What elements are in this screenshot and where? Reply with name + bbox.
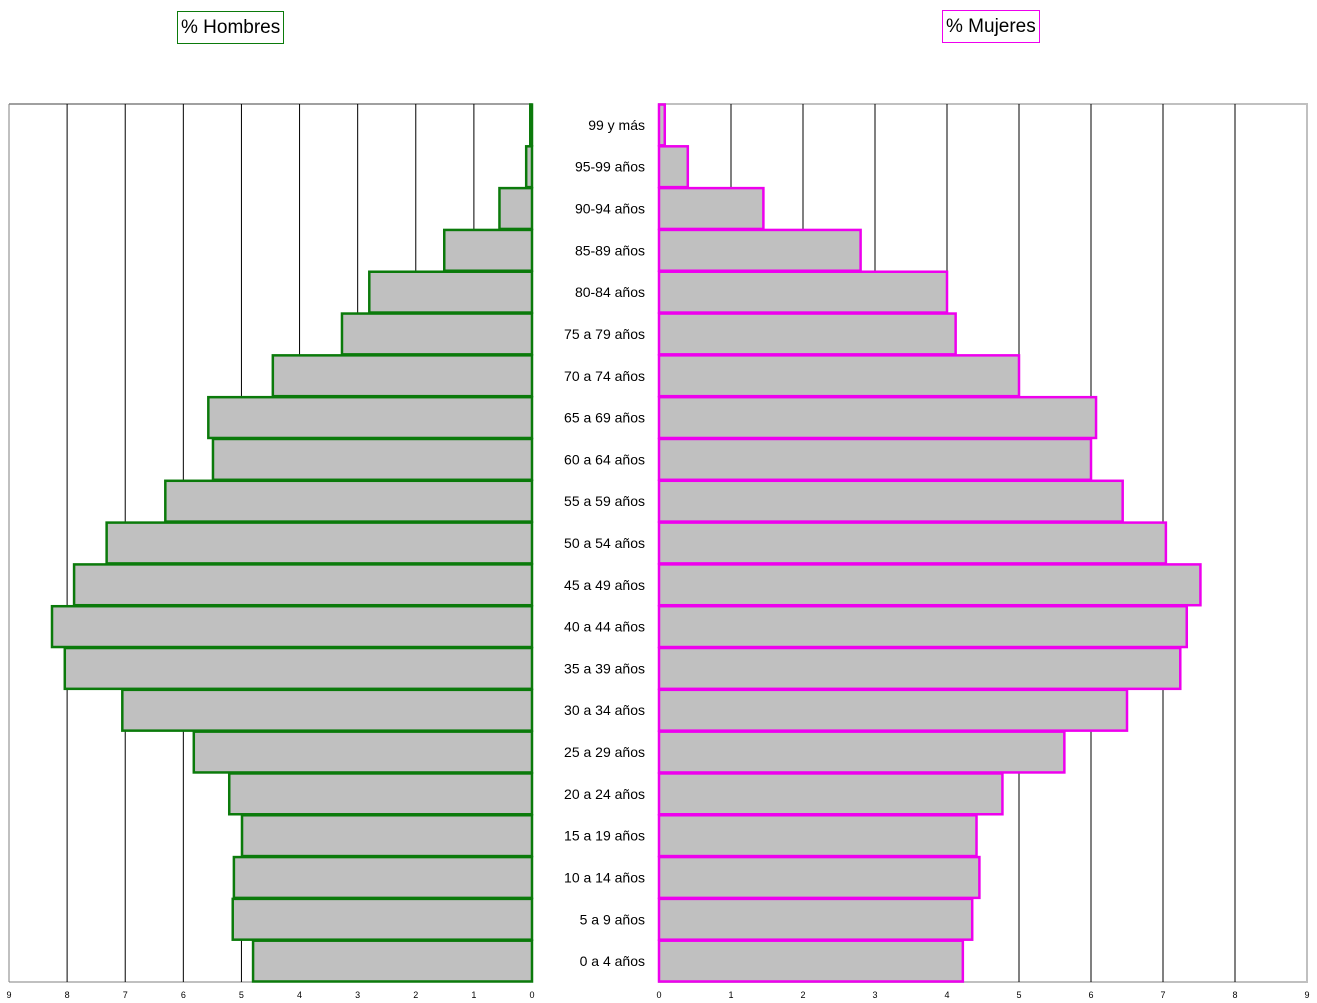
men-bar	[498, 186, 534, 231]
women-bar	[657, 939, 965, 983]
age-group-label: 30 a 34 años	[564, 702, 645, 718]
women-bar	[657, 604, 1189, 649]
women-bar	[657, 437, 1093, 482]
men-bar	[211, 437, 534, 482]
age-group-label: 40 a 44 años	[564, 619, 645, 635]
men-tick-label: 6	[181, 990, 186, 1000]
men-bar	[529, 103, 534, 147]
men-bar	[231, 897, 534, 941]
age-group-label: 0 a 4 años	[580, 953, 645, 969]
age-group-label: 60 a 64 años	[564, 451, 645, 467]
men-chart-title: % Hombres	[177, 11, 285, 44]
age-group-label: 35 a 39 años	[564, 660, 645, 676]
men-bar	[251, 939, 534, 983]
age-group-label: 95-99 años	[575, 159, 645, 175]
women-bar	[657, 270, 949, 314]
women-tick-label: 6	[1088, 990, 1093, 1000]
men-bar	[164, 479, 534, 523]
men-bar	[207, 395, 534, 440]
age-group-label: 99 y más	[588, 117, 645, 133]
age-group-label: 80-84 años	[575, 284, 645, 300]
age-group-label: 90-94 años	[575, 201, 645, 217]
age-group-label: 45 a 49 años	[564, 577, 645, 593]
women-bar	[657, 855, 981, 900]
women-bar	[657, 145, 690, 189]
women-bar	[657, 563, 1202, 607]
age-group-label: 65 a 69 años	[564, 410, 645, 426]
women-bar	[657, 354, 1021, 398]
women-bar	[657, 646, 1182, 691]
men-bar	[72, 563, 534, 607]
women-bar	[657, 186, 765, 231]
women-axis-ticks: 0 1 2 3 4 5 6 7 8 9	[656, 990, 1309, 1000]
men-bar	[340, 312, 534, 356]
women-tick-label: 9	[1304, 990, 1309, 1000]
men-tick-label: 4	[297, 990, 302, 1000]
men-tick-label: 7	[123, 990, 128, 1000]
women-tick-label: 8	[1232, 990, 1237, 1000]
women-tick-label: 0	[656, 990, 661, 1000]
women-bar	[657, 479, 1124, 523]
men-bar	[121, 688, 534, 732]
men-bar	[50, 604, 534, 649]
women-tick-label: 2	[800, 990, 805, 1000]
men-tick-label: 9	[6, 990, 11, 1000]
men-bars	[50, 103, 534, 983]
age-group-label: 15 a 19 años	[564, 828, 645, 844]
women-bar	[657, 688, 1129, 732]
men-axis-ticks: 0 1 2 3 4 5 6 7 8 9	[6, 990, 534, 1000]
women-tick-label: 1	[728, 990, 733, 1000]
men-bar	[227, 772, 534, 816]
men-tick-label: 0	[529, 990, 534, 1000]
men-tick-label: 1	[471, 990, 476, 1000]
men-bar	[63, 646, 534, 691]
women-tick-label: 7	[1160, 990, 1165, 1000]
age-group-label: 10 a 14 años	[564, 869, 645, 885]
women-bar	[657, 772, 1004, 816]
women-bar	[657, 312, 957, 356]
age-group-label: 50 a 54 años	[564, 535, 645, 551]
men-bar	[240, 814, 534, 858]
age-group-label: 55 a 59 años	[564, 493, 645, 509]
women-bar	[657, 897, 974, 941]
women-bar	[657, 521, 1168, 565]
men-bar	[232, 855, 534, 900]
women-bar	[657, 395, 1098, 440]
women-bar	[657, 730, 1066, 774]
women-chart-title: % Mujeres	[942, 10, 1040, 43]
men-tick-label: 8	[65, 990, 70, 1000]
age-group-label: 20 a 24 años	[564, 786, 645, 802]
age-group-label: 25 a 29 años	[564, 744, 645, 760]
age-group-label: 85-89 años	[575, 242, 645, 258]
women-tick-label: 3	[872, 990, 877, 1000]
age-group-labels: 0 a 4 años 5 a 9 años 10 a 14 años 15 a 19 …	[564, 117, 645, 969]
men-bar	[192, 730, 534, 774]
age-group-label: 5 a 9 años	[580, 911, 645, 927]
men-bar	[271, 354, 534, 398]
men-bar	[524, 145, 534, 189]
men-tick-label: 2	[413, 990, 418, 1000]
men-tick-label: 3	[355, 990, 360, 1000]
women-tick-label: 5	[1016, 990, 1021, 1000]
women-bar	[657, 228, 862, 272]
men-bar	[105, 521, 534, 565]
women-bars	[657, 103, 1202, 983]
women-tick-label: 4	[944, 990, 949, 1000]
men-bar	[443, 228, 534, 272]
men-tick-label: 5	[239, 990, 244, 1000]
women-bar	[657, 814, 978, 858]
men-bar	[368, 270, 534, 314]
age-group-label: 70 a 74 años	[564, 368, 645, 384]
women-bar	[657, 103, 667, 147]
age-group-label: 75 a 79 años	[564, 326, 645, 342]
